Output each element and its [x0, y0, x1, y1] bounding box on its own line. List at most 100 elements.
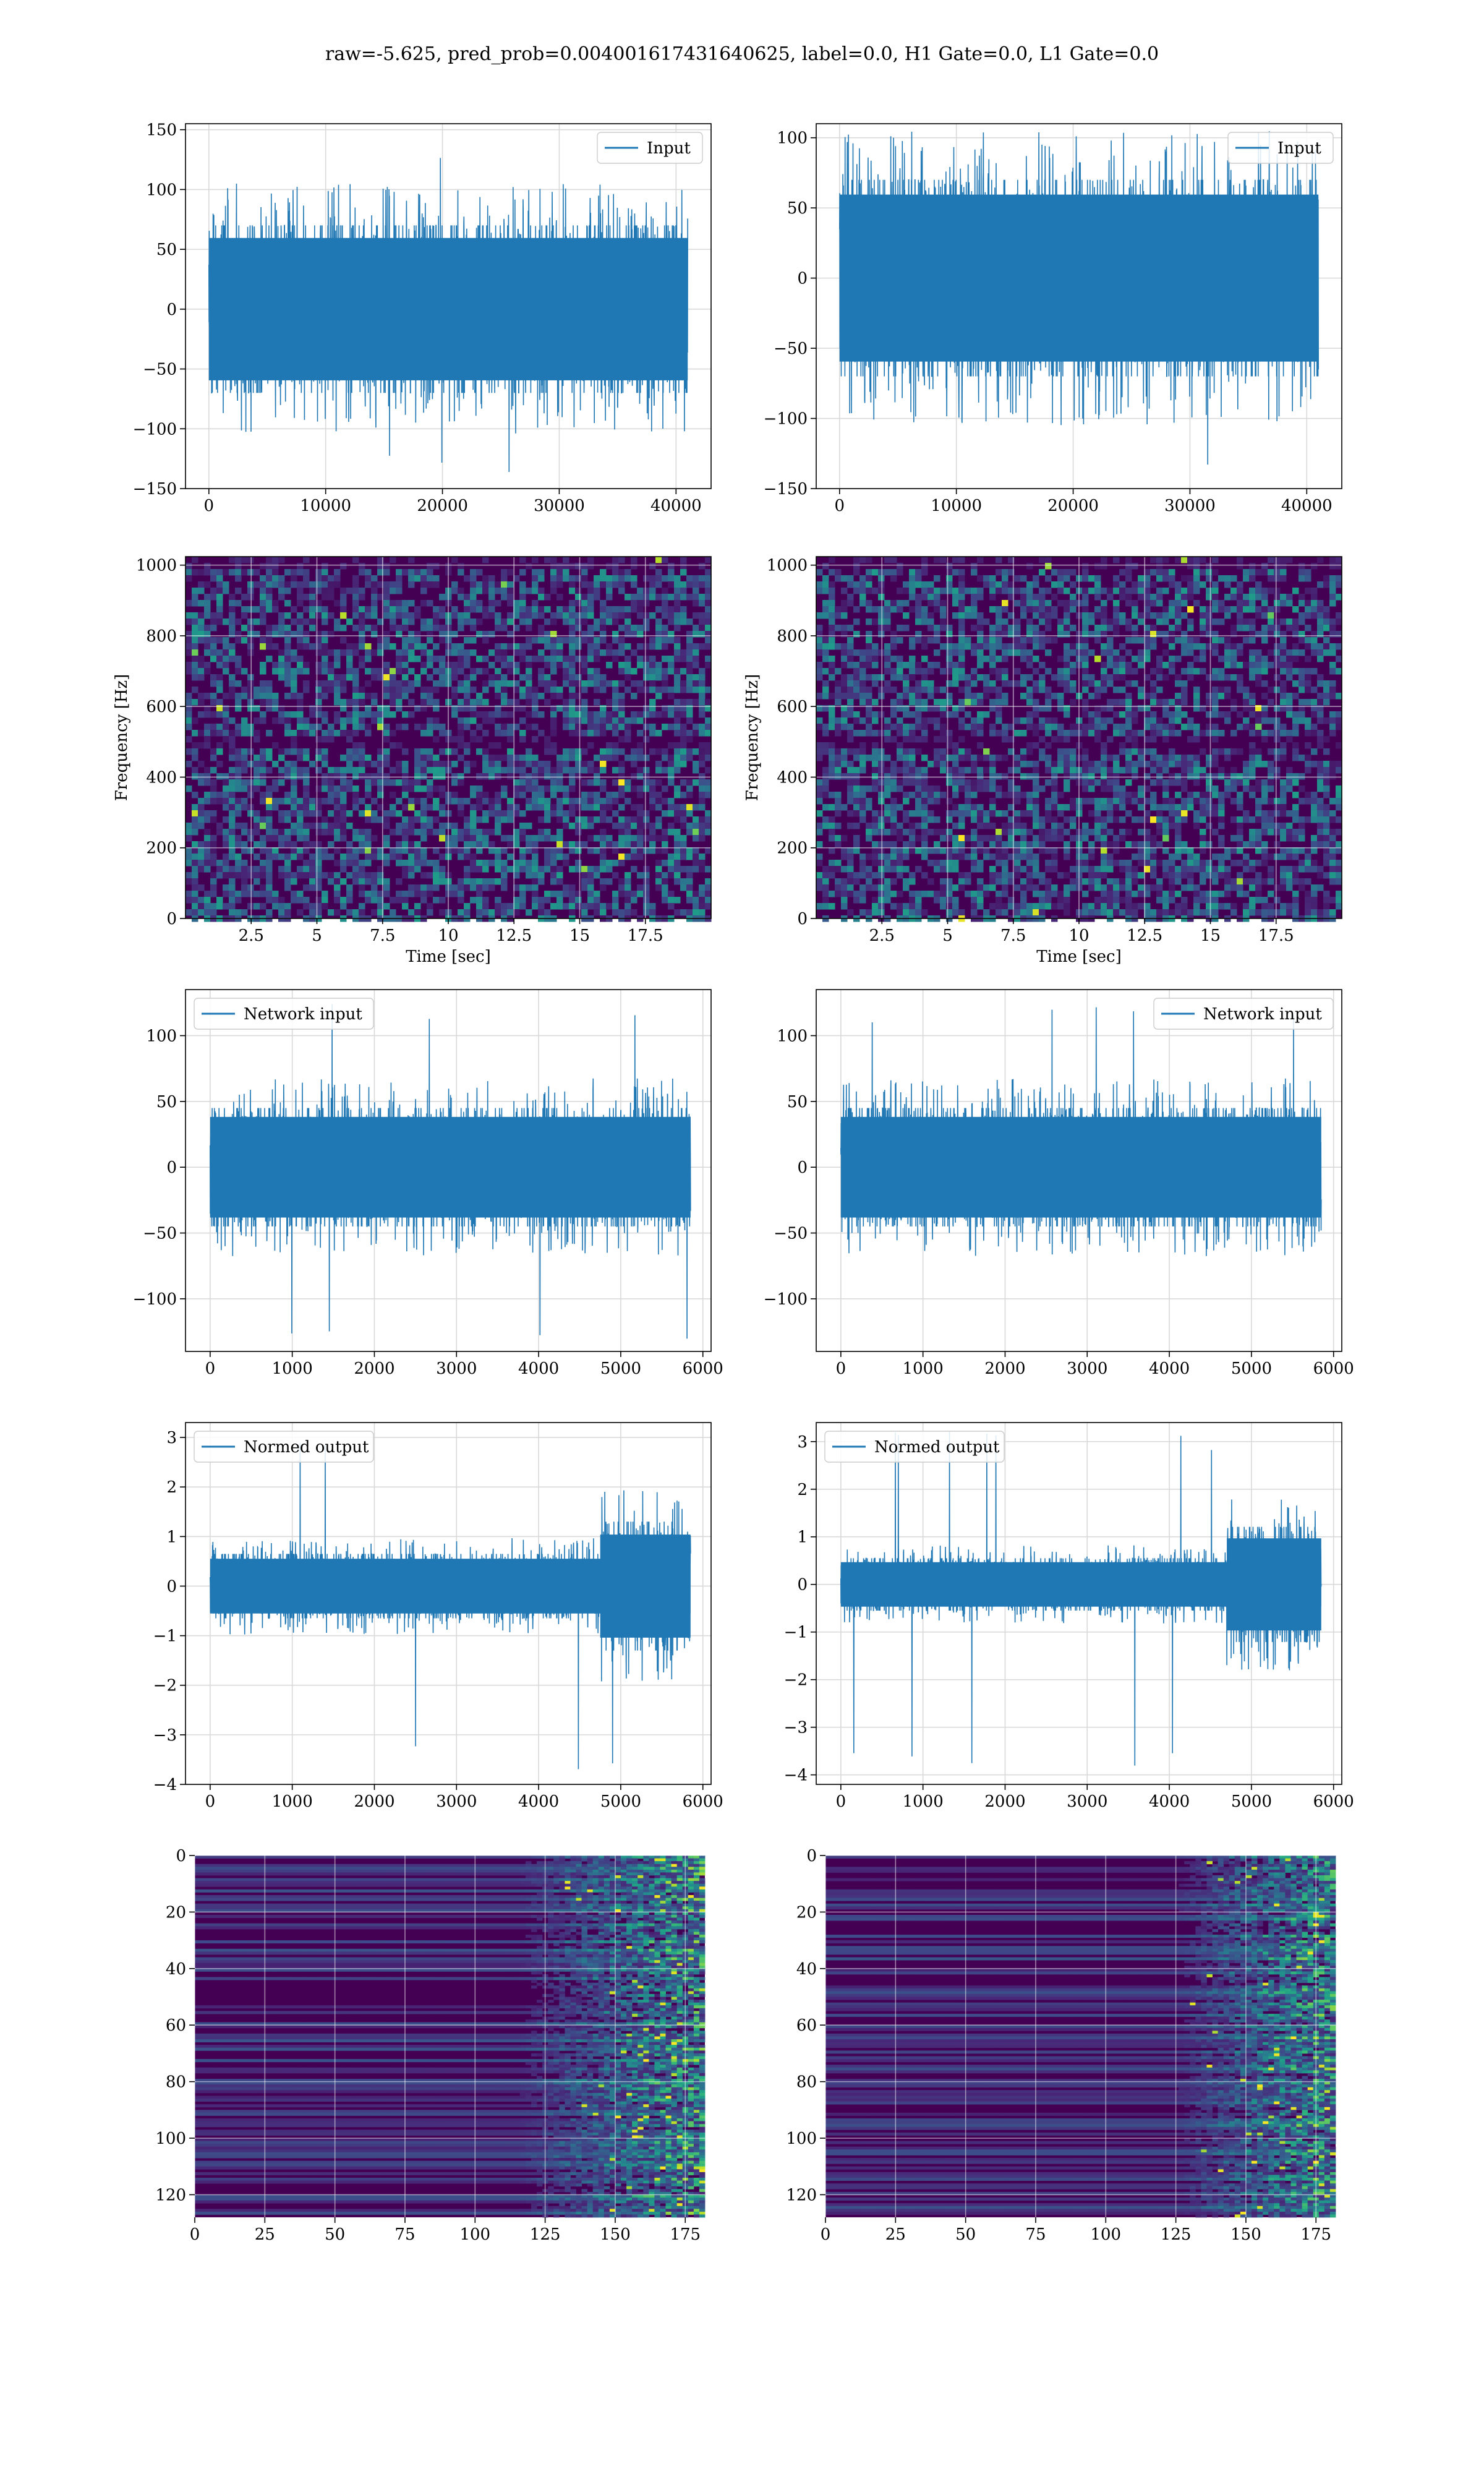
x-tick-label: 10000: [300, 497, 351, 515]
x-tick-label: 2000: [984, 1792, 1025, 1811]
y-tick-label: 100: [777, 1027, 808, 1045]
feat-right-chart: 0 25 50 75 100 125 150 175 0 20 40 60 80 100 120: [786, 1847, 1336, 2244]
y-tick-label: 50: [156, 1093, 177, 1111]
x-tick-label: 30000: [534, 497, 585, 515]
y-tick-label: 1: [797, 1528, 808, 1547]
x-tick-label: 100: [1090, 2225, 1121, 2244]
x-tick-label: 4000: [518, 1792, 559, 1811]
y-tick-label: 0: [176, 1847, 186, 1865]
y-tick-label: 0: [797, 1158, 808, 1177]
y-tick-label: 600: [146, 698, 177, 716]
y-tick-label: 60: [166, 2016, 186, 2035]
x-tick-label: 175: [1300, 2225, 1331, 2244]
y-tick-label: 40: [796, 1960, 817, 1979]
input-right-chart: 0 10000 20000 30000 40000 −150 −100 −50 0 50 100 In…: [764, 123, 1342, 515]
x-tick-label: 30000: [1164, 497, 1216, 515]
x-tick-label: 7.5: [370, 927, 395, 945]
y-tick-label: 100: [155, 2129, 186, 2148]
x-tick-label: 25: [255, 2225, 275, 2244]
signal-core-band: [839, 194, 1319, 362]
y-tick-label: −50: [774, 1225, 808, 1243]
x-tick-label: 50: [955, 2225, 976, 2244]
y-tick-label: −4: [784, 1766, 808, 1785]
y-tick-label: −50: [143, 1225, 177, 1243]
x-tick-label: 50: [325, 2225, 345, 2244]
x-tick-label: 0: [835, 497, 845, 515]
y-tick-label: 1: [166, 1528, 177, 1546]
x-tick-label: 40000: [650, 497, 702, 515]
x-tick-label: 0: [205, 1792, 216, 1811]
y-tick-label: −150: [764, 480, 808, 499]
y-tick-label: 400: [777, 768, 808, 787]
x-tick-label: 150: [600, 2225, 631, 2244]
y-tick-label: 3: [797, 1433, 808, 1452]
legend-box: [1227, 132, 1334, 164]
y-tick-label: 120: [786, 2186, 817, 2204]
normed-left-chart: 0 1000 2000 3000 4000 5000 6000 −4 −3 −2 −1 0 1 2 3 Nor…: [153, 1422, 723, 1811]
x-axis-label: Time [sec]: [406, 948, 491, 966]
netin-right-chart: 0 1000 2000 3000 4000 5000 6000 −100 −50 0 50 100 Ne…: [764, 989, 1354, 1378]
legend-box: [194, 1431, 374, 1463]
legend: Input: [597, 132, 703, 164]
x-tick-label: 3000: [436, 1792, 477, 1811]
y-tick-label: 200: [146, 839, 177, 858]
spec-left-chart: 2.5 5 7.5 10 12.5 15 17.5 0 200 400 600 800 1000 Time…: [113, 556, 712, 966]
x-tick-label: 20000: [1047, 497, 1099, 515]
x-tick-label: 3000: [1067, 1792, 1107, 1811]
figure-title: raw=-5.625, pred_prob=0.0040016174316406…: [0, 43, 1484, 65]
y-tick-label: 20: [796, 1903, 817, 1922]
x-tick-label: 10: [1068, 927, 1089, 945]
x-tick-label: 5000: [1231, 1359, 1272, 1378]
y-tick-label: −4: [153, 1776, 177, 1794]
y-tick-label: 600: [777, 698, 808, 716]
x-tick-label: 6000: [683, 1359, 723, 1378]
x-tick-label: 125: [530, 2225, 561, 2244]
y-tick-label: 40: [166, 1960, 186, 1979]
y-tick-label: 100: [146, 1027, 177, 1045]
y-tick-label: 80: [166, 2073, 186, 2092]
x-tick-label: 40000: [1281, 497, 1333, 515]
y-tick-label: 2: [797, 1481, 808, 1499]
y-axis-label: Frequency [Hz]: [743, 674, 762, 802]
axes-frame: [816, 989, 1342, 1352]
x-tick-label: 150: [1230, 2225, 1261, 2244]
x-tick-label: 17.5: [628, 927, 663, 945]
y-tick-label: −100: [133, 1290, 177, 1309]
y-tick-label: 80: [796, 2073, 817, 2092]
y-tick-label: 0: [166, 1577, 177, 1596]
y-tick-label: 120: [155, 2186, 186, 2204]
legend-label: Input: [1277, 139, 1321, 158]
y-tick-label: 0: [797, 1576, 808, 1594]
x-tick-label: 175: [670, 2225, 701, 2244]
y-tick-label: 100: [146, 181, 177, 199]
x-tick-label: 0: [836, 1359, 846, 1378]
signal-burst-band: [600, 1534, 691, 1638]
legend-label: Network input: [244, 1005, 362, 1024]
y-tick-label: −100: [133, 420, 177, 439]
x-tick-label: 15: [1200, 927, 1221, 945]
y-tick-label: 100: [786, 2129, 817, 2148]
y-tick-label: −50: [143, 361, 177, 379]
y-tick-label: −2: [153, 1677, 177, 1695]
x-tick-label: 75: [1025, 2225, 1046, 2244]
x-tick-label: 7.5: [1000, 927, 1026, 945]
x-tick-label: 75: [394, 2225, 415, 2244]
legend: Normed output: [824, 1431, 1005, 1463]
y-tick-label: 1000: [136, 557, 177, 575]
x-tick-label: 5: [312, 927, 322, 945]
netin-left-chart: 0 1000 2000 3000 4000 5000 6000 −100 −50 0 50 100 Ne…: [133, 989, 723, 1378]
y-tick-label: 3: [166, 1429, 177, 1447]
y-tick-label: 100: [777, 129, 808, 148]
y-tick-label: 0: [166, 910, 177, 928]
y-tick-label: −100: [764, 410, 808, 429]
x-tick-label: 1000: [903, 1359, 944, 1378]
x-tick-label: 2000: [354, 1792, 394, 1811]
y-tick-label: −1: [153, 1627, 177, 1646]
y-tick-label: −100: [764, 1290, 808, 1309]
legend-box: [597, 132, 703, 164]
axes-frame: [816, 123, 1342, 489]
y-tick-label: 0: [797, 270, 808, 288]
y-tick-label: −3: [153, 1726, 177, 1745]
x-tick-label: 2.5: [869, 927, 895, 945]
x-tick-label: 1000: [903, 1792, 944, 1811]
